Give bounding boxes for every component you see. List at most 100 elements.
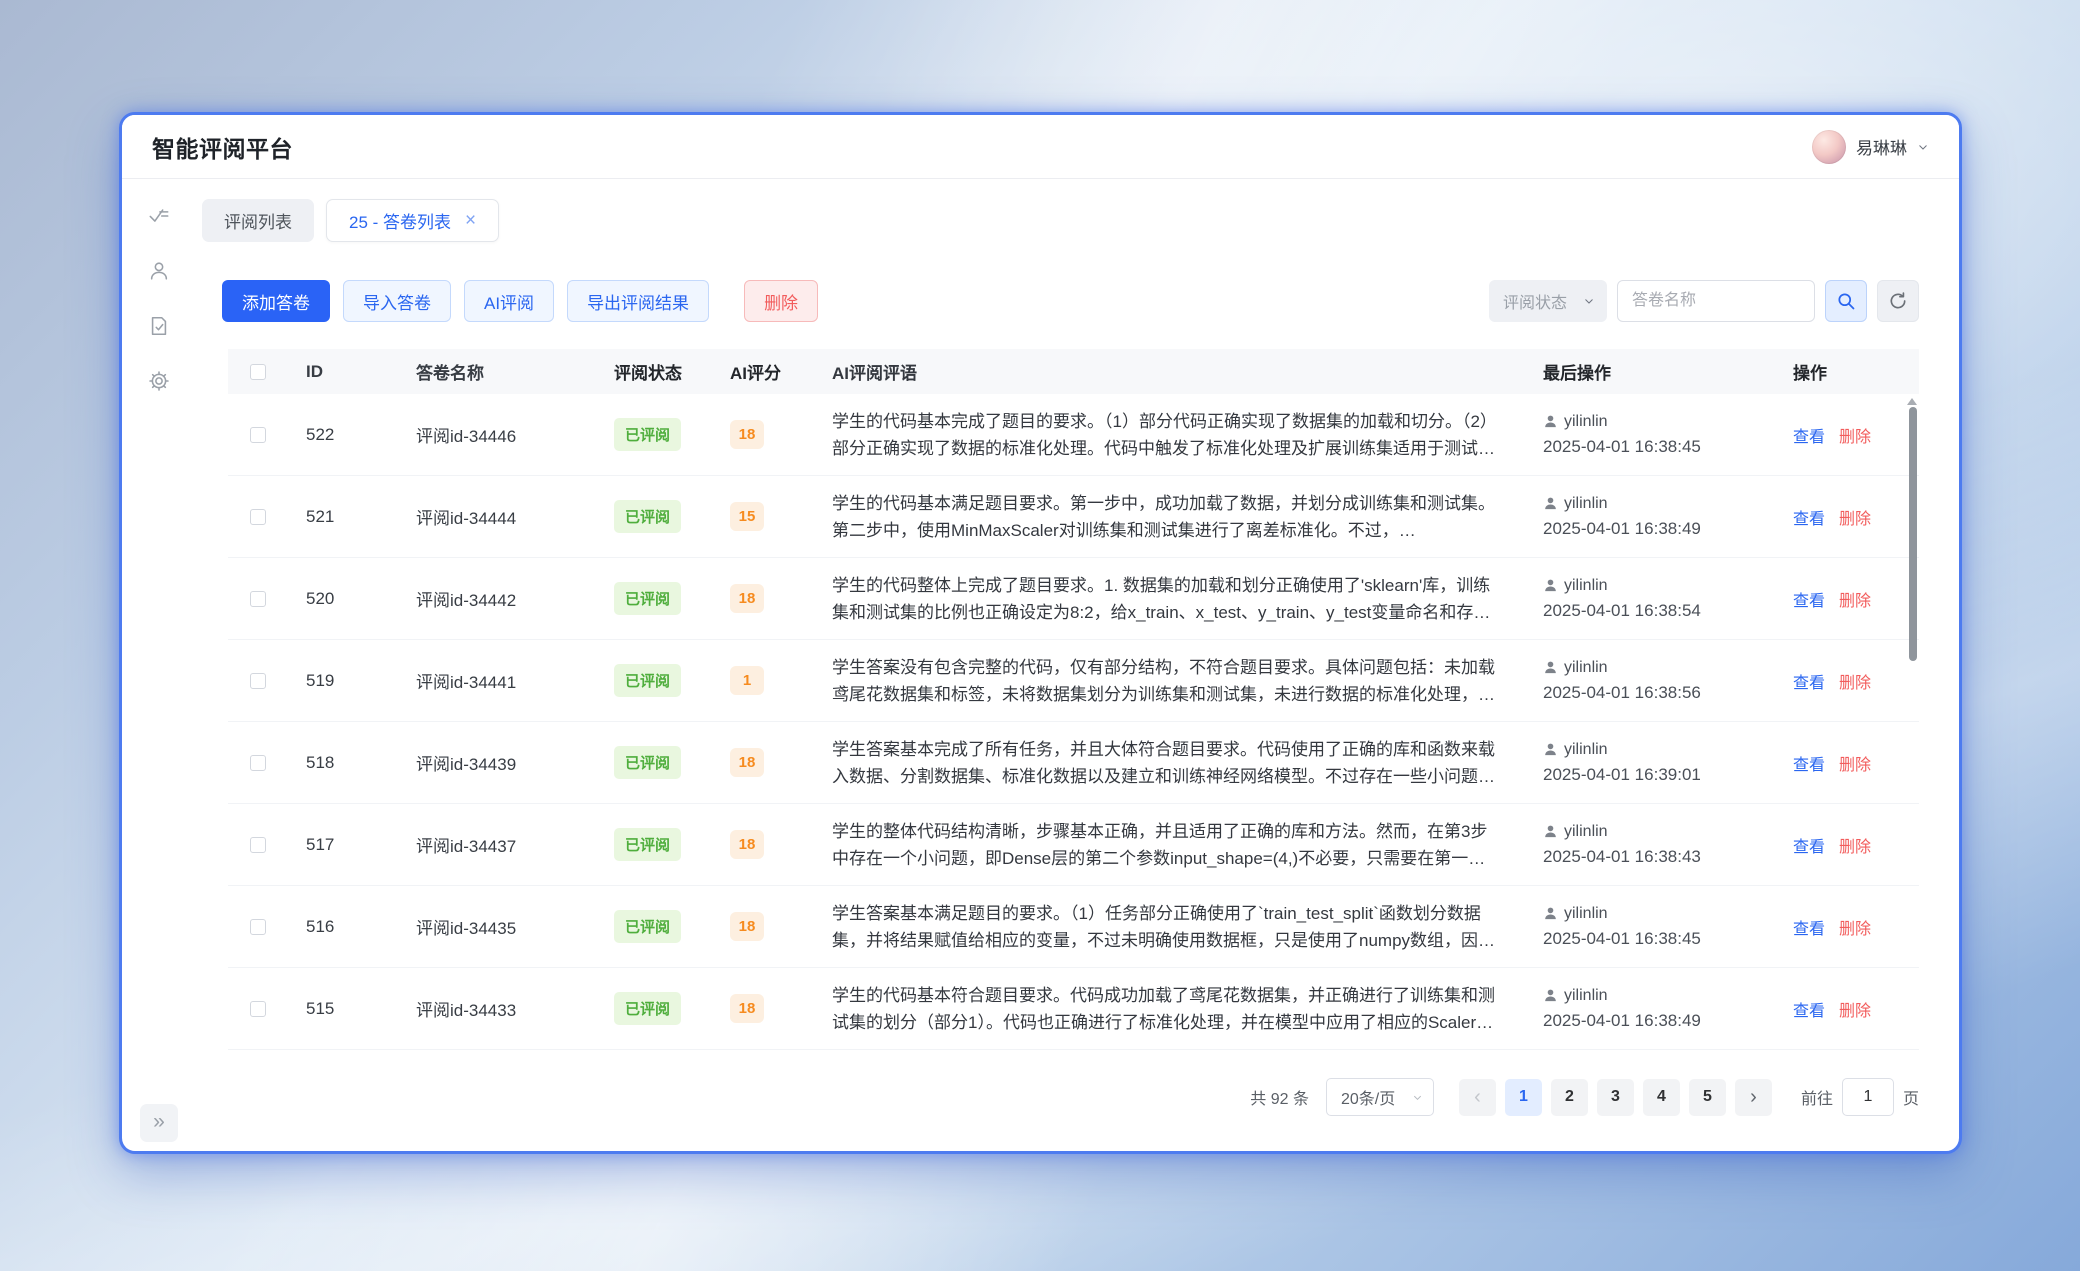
person-icon xyxy=(1545,661,1556,674)
page-size-select[interactable]: 20条/页 xyxy=(1325,1078,1434,1116)
delete-link[interactable]: 删除 xyxy=(1839,920,1872,938)
operator-name: yilinlin xyxy=(1564,576,1608,594)
toolbar: 添加答卷 导入答卷 AI评阅 导出评阅结果 删除 评阅状态 xyxy=(222,280,1919,322)
delete-link[interactable]: 删除 xyxy=(1839,838,1872,856)
goto-page-input[interactable] xyxy=(1841,1078,1894,1116)
tab-answer-list[interactable]: 25 - 答卷列表 × xyxy=(326,199,500,242)
row-checkbox[interactable] xyxy=(250,1000,266,1017)
row-checkbox[interactable] xyxy=(250,508,266,525)
view-link[interactable]: 查看 xyxy=(1793,756,1826,774)
tab-review-list[interactable]: 评阅列表 xyxy=(202,199,314,242)
scrollbar-thumb[interactable] xyxy=(1909,407,1917,661)
view-link[interactable]: 查看 xyxy=(1793,920,1826,938)
gear-icon[interactable] xyxy=(148,370,170,392)
row-checkbox[interactable] xyxy=(250,672,266,689)
view-link[interactable]: 查看 xyxy=(1793,1002,1826,1020)
row-name: 评阅id-34435 xyxy=(416,919,517,938)
score-badge: 18 xyxy=(730,912,764,941)
import-answer-button[interactable]: 导入答卷 xyxy=(343,280,451,322)
user-menu[interactable]: 易琳琳 xyxy=(1812,129,1929,164)
row-name: 评阅id-34442 xyxy=(416,591,517,610)
page-button-4[interactable]: 4 xyxy=(1642,1078,1680,1116)
view-link[interactable]: 查看 xyxy=(1793,838,1826,856)
status-badge: 已评阅 xyxy=(614,582,682,615)
status-badge: 已评阅 xyxy=(614,664,682,697)
operation-time: 2025-04-01 16:38:45 xyxy=(1543,928,1701,948)
delete-link[interactable]: 删除 xyxy=(1839,428,1872,446)
refresh-button[interactable] xyxy=(1877,280,1919,322)
page-unit-label: 页 xyxy=(1902,1091,1919,1108)
sidebar: » xyxy=(122,179,196,1151)
table-row: 521 评阅id-34444 已评阅 15 学生的代码基本满足题目要求。第一步中… xyxy=(228,476,1919,558)
page-button-2[interactable]: 2 xyxy=(1550,1078,1588,1116)
sidebar-expand-button[interactable]: » xyxy=(140,1104,178,1142)
delete-link[interactable]: 删除 xyxy=(1839,510,1872,528)
status-badge: 已评阅 xyxy=(614,992,682,1025)
scrollbar-up-arrow[interactable] xyxy=(1907,398,1917,405)
score-badge: 15 xyxy=(730,502,764,531)
close-icon[interactable]: × xyxy=(465,210,477,231)
tab-label: 25 - 答卷列表 xyxy=(349,213,452,232)
page-button-1[interactable]: 1 xyxy=(1504,1078,1542,1116)
col-id: ID xyxy=(306,361,323,381)
row-checkbox[interactable] xyxy=(250,918,266,935)
col-comment: AI评阅评语 xyxy=(832,364,917,383)
user-icon[interactable] xyxy=(148,260,170,282)
row-id: 515 xyxy=(306,998,335,1018)
goto-label: 前往 xyxy=(1800,1091,1833,1108)
delete-link[interactable]: 删除 xyxy=(1839,756,1872,774)
user-name: 易琳琳 xyxy=(1856,139,1907,158)
next-page-button[interactable]: › xyxy=(1734,1078,1772,1116)
table-row: 515 评阅id-34433 已评阅 18 学生的代码基本符合题目要求。代码成功… xyxy=(228,968,1919,1050)
score-badge: 18 xyxy=(730,748,764,777)
answer-name-input[interactable] xyxy=(1617,280,1815,322)
row-last-op: yilinlin 2025-04-01 16:38:45 xyxy=(1539,905,1791,949)
document-check-icon[interactable] xyxy=(148,315,170,337)
delete-link[interactable]: 删除 xyxy=(1839,674,1872,692)
row-last-op: yilinlin 2025-04-01 16:38:49 xyxy=(1539,987,1791,1031)
tab-bar: 评阅列表 25 - 答卷列表 × xyxy=(202,199,1919,242)
operation-time: 2025-04-01 16:38:45 xyxy=(1543,436,1701,456)
row-last-op: yilinlin 2025-04-01 16:38:54 xyxy=(1539,577,1791,621)
row-checkbox[interactable] xyxy=(250,754,266,771)
col-score: AI评分 xyxy=(730,364,781,383)
review-list-icon[interactable] xyxy=(148,205,170,227)
add-answer-button[interactable]: 添加答卷 xyxy=(222,280,330,322)
delete-button[interactable]: 删除 xyxy=(744,280,819,322)
prev-page-button[interactable]: ‹ xyxy=(1458,1078,1496,1116)
status-filter-select[interactable]: 评阅状态 xyxy=(1489,280,1607,322)
search-button[interactable] xyxy=(1825,280,1867,322)
operation-time: 2025-04-01 16:39:01 xyxy=(1543,764,1701,784)
row-last-op: yilinlin 2025-04-01 16:38:43 xyxy=(1539,823,1791,867)
row-id: 519 xyxy=(306,670,335,690)
row-checkbox[interactable] xyxy=(250,590,266,607)
row-last-op: yilinlin 2025-04-01 16:39:01 xyxy=(1539,741,1791,785)
operator-name: yilinlin xyxy=(1564,822,1608,840)
delete-link[interactable]: 删除 xyxy=(1839,592,1872,610)
page-button-3[interactable]: 3 xyxy=(1596,1078,1634,1116)
select-all-checkbox[interactable] xyxy=(250,363,266,380)
col-status: 评阅状态 xyxy=(614,364,682,383)
table-row: 519 评阅id-34441 已评阅 1 学生答案没有包含完整的代码，仅有部分结… xyxy=(228,640,1919,722)
col-actions: 操作 xyxy=(1793,364,1827,383)
row-checkbox[interactable] xyxy=(250,836,266,853)
avatar[interactable] xyxy=(1812,129,1846,164)
delete-link[interactable]: 删除 xyxy=(1839,1002,1872,1020)
view-link[interactable]: 查看 xyxy=(1793,592,1826,610)
page-button-5[interactable]: 5 xyxy=(1688,1078,1726,1116)
operation-time: 2025-04-01 16:38:49 xyxy=(1543,518,1701,538)
view-link[interactable]: 查看 xyxy=(1793,510,1826,528)
export-result-button[interactable]: 导出评阅结果 xyxy=(567,280,710,322)
tab-label: 评阅列表 xyxy=(224,213,292,232)
operation-time: 2025-04-01 16:38:49 xyxy=(1543,1010,1701,1030)
view-link[interactable]: 查看 xyxy=(1793,674,1826,692)
row-name: 评阅id-34433 xyxy=(416,1001,517,1020)
operator-name: yilinlin xyxy=(1564,658,1608,676)
row-id: 516 xyxy=(306,916,335,936)
pagination: 共 92 条 20条/页 ‹ 1 2 3 4 5 › 前往 页 xyxy=(202,1078,1919,1116)
status-badge: 已评阅 xyxy=(614,746,682,779)
row-checkbox[interactable] xyxy=(250,426,266,443)
table-row: 517 评阅id-34437 已评阅 18 学生的整体代码结构清晰，步骤基本正确… xyxy=(228,804,1919,886)
view-link[interactable]: 查看 xyxy=(1793,428,1826,446)
ai-review-button[interactable]: AI评阅 xyxy=(464,280,555,322)
